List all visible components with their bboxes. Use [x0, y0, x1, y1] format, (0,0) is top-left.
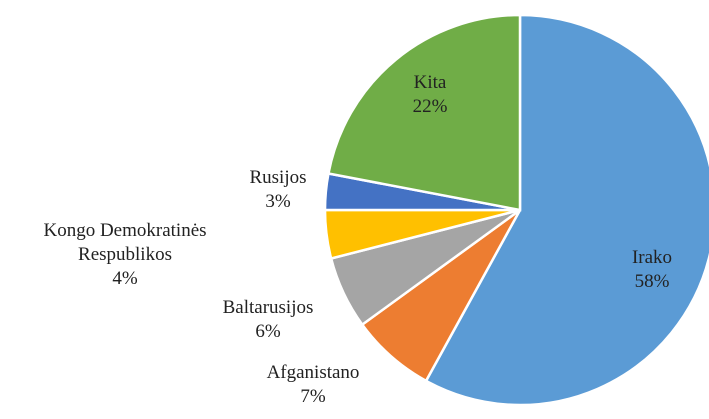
value-label: 3%	[265, 191, 291, 212]
category-label: Kongo Demokratinės Respublikos	[43, 220, 207, 265]
slice-label: Kongo Demokratinės Respublikos 4%	[5, 219, 245, 291]
category-label: Irako	[631, 247, 673, 268]
value-label: 58%	[634, 271, 670, 292]
pie-slice	[326, 13, 522, 212]
category-label: Kita	[413, 72, 447, 93]
value-label: 22%	[412, 96, 448, 117]
value-label: 4%	[112, 268, 138, 289]
category-label: Rusijos	[249, 167, 307, 188]
slice-label: Rusijos 3%	[158, 166, 398, 214]
slice-label: Kita 22%	[310, 71, 550, 119]
category-label: Baltarusijos	[222, 297, 314, 318]
value-label: 6%	[255, 321, 281, 342]
category-label: Afganistano	[266, 362, 360, 383]
slice-label: Baltarusijos 6%	[148, 296, 388, 344]
slice-label: Irako 58%	[532, 246, 709, 294]
slice-label: Afganistano 7%	[193, 361, 433, 409]
value-label: 7%	[300, 386, 326, 407]
